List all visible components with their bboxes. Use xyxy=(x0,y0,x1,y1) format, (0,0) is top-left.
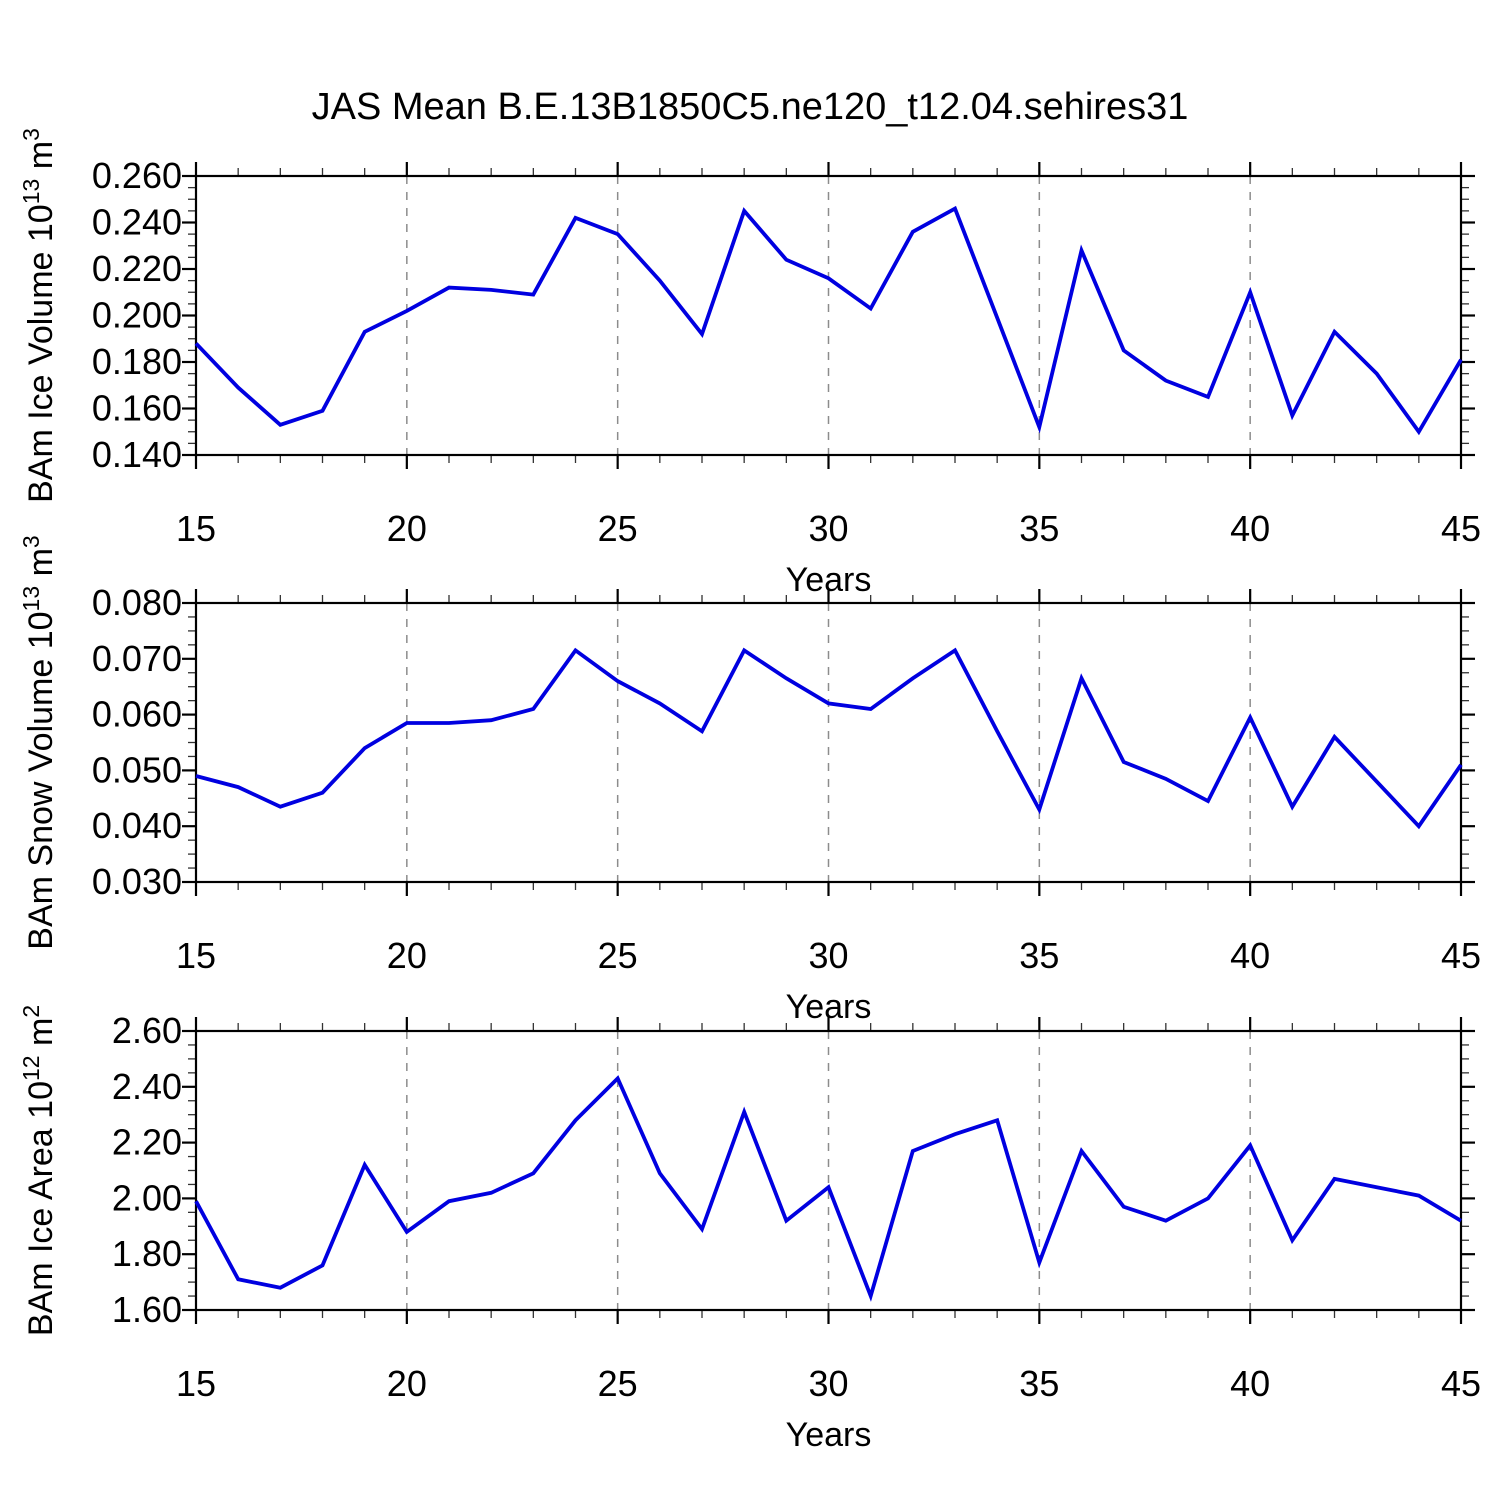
y-tick-label: 0.260 xyxy=(92,155,182,196)
series-bam-ice-volume xyxy=(194,205,1463,436)
y-tick-label: 0.040 xyxy=(92,805,182,846)
y-tick-label: 2.60 xyxy=(112,1010,182,1051)
x-tick-label: 40 xyxy=(1230,935,1270,976)
y-tick-label: 0.220 xyxy=(92,248,182,289)
x-tick-label: 30 xyxy=(808,508,848,549)
y-tick-label: 0.030 xyxy=(92,861,182,902)
x-tick-label: 20 xyxy=(387,508,427,549)
x-tick-label: 15 xyxy=(176,935,216,976)
y-tick-label: 0.240 xyxy=(92,202,182,243)
y-tick-label: 0.080 xyxy=(92,582,182,623)
y-tick-label: 1.60 xyxy=(112,1289,182,1330)
x-tick-label: 35 xyxy=(1019,1363,1059,1404)
y-tick-label: 0.160 xyxy=(92,388,182,429)
x-tick-label: 15 xyxy=(176,508,216,549)
panel-ice-volume: 0.140 0.160 0.180 0.200 0.220 0.240 0.260 15 20 2… xyxy=(18,128,1481,599)
y-tick-label: 2.40 xyxy=(112,1066,182,1107)
x-tick-label: 30 xyxy=(808,935,848,976)
plot-box xyxy=(194,601,1463,884)
y-tick-label: 0.140 xyxy=(92,434,182,475)
x-tick-label: 25 xyxy=(598,935,638,976)
y-axis-title: BAm Snow Volume 1013 m3 xyxy=(18,535,60,949)
x-tick-label: 45 xyxy=(1441,1363,1481,1404)
x-tick-label: 20 xyxy=(387,935,427,976)
x-tick-label: 15 xyxy=(176,1363,216,1404)
plot-box xyxy=(194,174,1463,457)
x-tick-label: 40 xyxy=(1230,508,1270,549)
panel-ice-area: 1.60 1.80 2.00 2.20 2.40 2.60 15 20 25 30 35 40 45 Ye… xyxy=(18,1005,1481,1454)
x-tick-label: 45 xyxy=(1441,508,1481,549)
x-tick-label: 35 xyxy=(1019,935,1059,976)
y-tick-label: 0.050 xyxy=(92,749,182,790)
y-tick-label: 0.180 xyxy=(92,341,182,382)
y-tick-label: 0.060 xyxy=(92,694,182,735)
y-tick-label: 0.070 xyxy=(92,638,182,679)
y-axis-title: BAm Ice Area 1012 m2 xyxy=(18,1005,60,1336)
y-tick-label: 1.80 xyxy=(112,1233,182,1274)
x-tick-label: 45 xyxy=(1441,935,1481,976)
x-tick-label: 35 xyxy=(1019,508,1059,549)
series-bam-snow-volume xyxy=(195,647,1463,830)
series-bam-ice-area xyxy=(194,1075,1462,1302)
y-axis-title: BAm Ice Volume 1013 m3 xyxy=(18,128,60,503)
x-tick-label: 30 xyxy=(808,1363,848,1404)
panel-snow-volume: 0.030 0.040 0.050 0.060 0.070 0.080 15 20 25 30 35… xyxy=(18,535,1481,1026)
y-tick-label: 2.00 xyxy=(112,1177,182,1218)
y-tick-label: 2.20 xyxy=(112,1122,182,1163)
plot-box xyxy=(194,1029,1463,1312)
x-tick-label: 40 xyxy=(1230,1363,1270,1404)
page-title: JAS Mean B.E.13B1850C5.ne120_t12.04.sehi… xyxy=(311,86,1189,128)
x-tick-label: 25 xyxy=(598,508,638,549)
y-tick-label: 0.200 xyxy=(92,295,182,336)
x-tick-label: 20 xyxy=(387,1363,427,1404)
x-axis-title: Years xyxy=(786,1416,872,1454)
x-tick-label: 25 xyxy=(598,1363,638,1404)
